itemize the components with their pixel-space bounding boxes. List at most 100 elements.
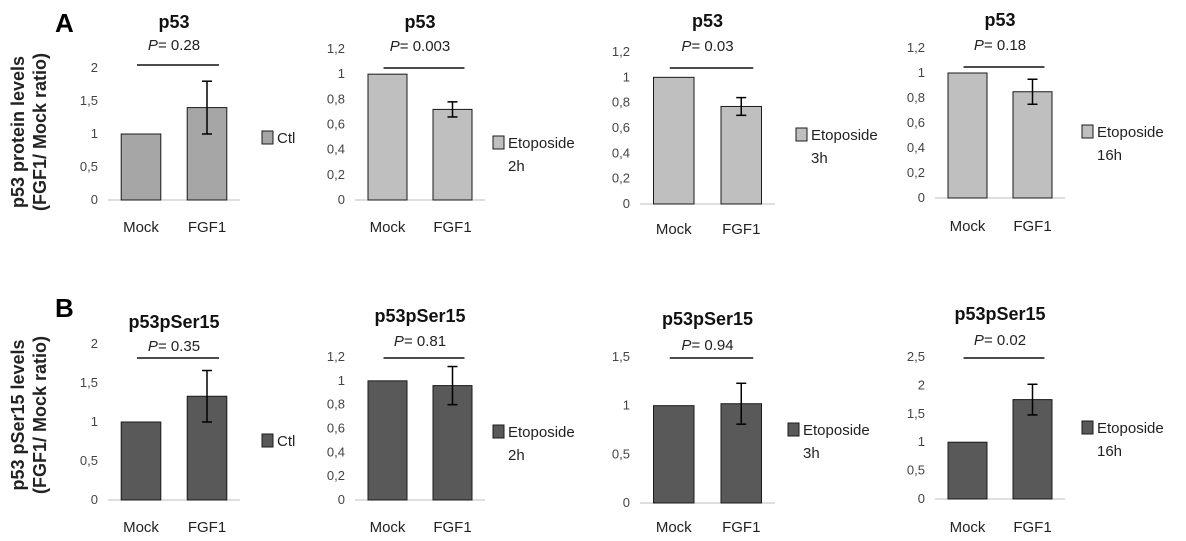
chart-title: p53pSer15 bbox=[128, 312, 219, 332]
y-tick-label: 0,5 bbox=[80, 159, 98, 174]
bar-mock bbox=[653, 76, 695, 205]
chart-7: p53pSer15 P= 0.94 0 0,5 1 1,5 Mock FGF1 Etoposid… bbox=[612, 309, 870, 536]
y-tick-label: 1,5 bbox=[907, 406, 925, 421]
panel-letter-b: B bbox=[55, 293, 74, 323]
y-tick-label: 1,2 bbox=[612, 44, 630, 59]
y-tick-label: 2 bbox=[918, 377, 925, 392]
bar-mock bbox=[947, 72, 988, 199]
p-value-label: P= 0.003 bbox=[390, 38, 450, 55]
p-value-label: P= 0.81 bbox=[394, 333, 446, 350]
y-tick-label: 0 bbox=[623, 196, 630, 211]
bar-mock bbox=[120, 421, 162, 501]
legend-label: Etoposide bbox=[811, 127, 878, 144]
y-tick-label: 0,6 bbox=[327, 421, 345, 436]
category-label: Mock bbox=[123, 519, 159, 536]
y-tick-label: 0 bbox=[91, 192, 98, 207]
category-label: Mock bbox=[950, 218, 986, 235]
category-label: FGF1 bbox=[188, 219, 226, 236]
legend-label: Etoposide bbox=[803, 422, 870, 439]
p-value-label: P= 0.18 bbox=[974, 37, 1026, 54]
legend-label: 2h bbox=[508, 158, 525, 175]
p-value-label: P= 0.02 bbox=[974, 332, 1026, 349]
y-tick-label: 1 bbox=[623, 69, 630, 84]
y-tick-label: 0,2 bbox=[327, 468, 345, 483]
ylabel-b: p53 pSer15 levels (FGF1/ Mock ratio) bbox=[8, 336, 50, 494]
y-tick-label: 0 bbox=[338, 192, 345, 207]
p-value: = 0.003 bbox=[400, 38, 450, 55]
chart-title: p53 bbox=[404, 12, 435, 32]
p-value-label: P= 0.28 bbox=[148, 37, 200, 54]
chart-title: p53pSer15 bbox=[954, 304, 1045, 324]
y-tick-label: 0,2 bbox=[612, 171, 630, 186]
legend-swatch bbox=[1081, 420, 1094, 435]
ylabel-b-line1: p53 pSer15 levels bbox=[8, 339, 28, 490]
y-tick-label: 0,2 bbox=[327, 167, 345, 182]
p-symbol: P bbox=[394, 333, 404, 350]
y-tick-label: 1 bbox=[918, 65, 925, 80]
legend-label: 16h bbox=[1097, 443, 1122, 460]
category-label: FGF1 bbox=[188, 519, 226, 536]
legend-swatch bbox=[492, 135, 505, 150]
y-tick-label: 1,2 bbox=[327, 41, 345, 56]
legend-label: 3h bbox=[811, 150, 828, 167]
ylabel-b-line2: (FGF1/ Mock ratio) bbox=[30, 336, 50, 494]
p-symbol: P bbox=[148, 338, 158, 355]
p-symbol: P bbox=[974, 37, 984, 54]
category-label: Mock bbox=[370, 219, 406, 236]
chart-8: p53pSer15 P= 0.02 0 0,5 1 1,5 2 2,5 Mock FGF1 Etop… bbox=[907, 304, 1164, 536]
category-label: FGF1 bbox=[433, 219, 471, 236]
p-symbol: P bbox=[148, 37, 158, 54]
category-label: FGF1 bbox=[722, 519, 760, 536]
p-symbol: P bbox=[390, 38, 400, 55]
p-value: = 0.94 bbox=[691, 337, 733, 354]
y-tick-label: 1 bbox=[338, 66, 345, 81]
chart-title: p53pSer15 bbox=[374, 306, 465, 326]
y-tick-label: 0 bbox=[338, 492, 345, 507]
chart-title: p53 bbox=[158, 12, 189, 32]
legend-swatch bbox=[261, 433, 274, 448]
y-tick-label: 1 bbox=[91, 414, 98, 429]
p-value: = 0.18 bbox=[984, 37, 1026, 54]
y-tick-label: 0 bbox=[918, 491, 925, 506]
bar-fgf1 bbox=[1012, 399, 1053, 500]
y-tick-label: 2 bbox=[91, 336, 98, 351]
legend-swatch bbox=[1081, 124, 1094, 139]
p-value: = 0.28 bbox=[158, 37, 200, 54]
y-tick-label: 2 bbox=[91, 60, 98, 75]
legend-label: Etoposide bbox=[508, 135, 575, 152]
legend-label: 2h bbox=[508, 447, 525, 464]
y-tick-label: 0,5 bbox=[80, 453, 98, 468]
y-tick-label: 0,6 bbox=[327, 117, 345, 132]
category-label: Mock bbox=[370, 519, 406, 536]
bar-mock bbox=[367, 73, 408, 201]
p-symbol: P bbox=[681, 337, 691, 354]
bar-mock bbox=[947, 441, 988, 500]
category-label: Mock bbox=[656, 519, 692, 536]
p-value-label: P= 0.35 bbox=[148, 338, 200, 355]
category-label: FGF1 bbox=[1013, 218, 1051, 235]
y-tick-label: 1,2 bbox=[327, 349, 345, 364]
category-label: Mock bbox=[656, 221, 692, 238]
chart-title: p53pSer15 bbox=[662, 309, 753, 329]
y-tick-label: 0,4 bbox=[327, 142, 345, 157]
y-tick-label: 0,4 bbox=[907, 140, 925, 155]
category-label: Mock bbox=[123, 219, 159, 236]
legend-swatch bbox=[787, 422, 800, 437]
y-tick-label: 0,8 bbox=[327, 397, 345, 412]
chart-title: p53 bbox=[692, 11, 723, 31]
p-symbol: P bbox=[681, 38, 691, 55]
ylabel-a: p53 protein levels (FGF1/ Mock ratio) bbox=[8, 53, 50, 211]
y-tick-label: 0,4 bbox=[612, 145, 630, 160]
category-label: Mock bbox=[950, 519, 986, 536]
y-tick-label: 1 bbox=[338, 373, 345, 388]
y-tick-label: 1 bbox=[918, 434, 925, 449]
category-label: FGF1 bbox=[722, 221, 760, 238]
y-tick-label: 0,2 bbox=[907, 165, 925, 180]
panel-letter-a: A bbox=[55, 8, 74, 38]
ylabel-a-line2: (FGF1/ Mock ratio) bbox=[30, 53, 50, 211]
y-tick-label: 0,6 bbox=[612, 120, 630, 135]
